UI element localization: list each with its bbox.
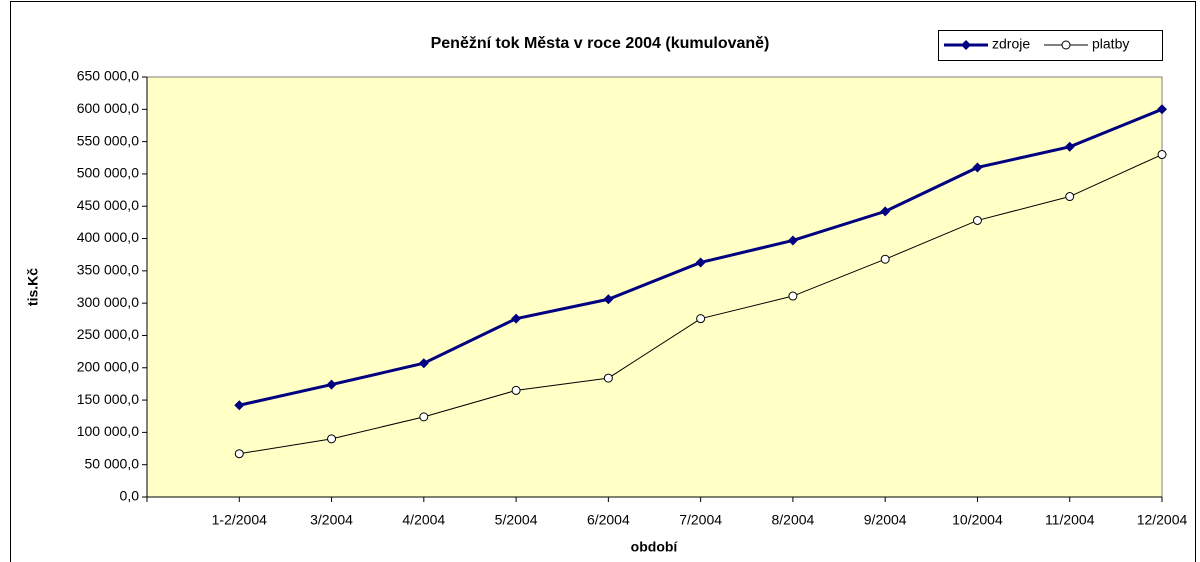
x-tick-label: 11/2004 xyxy=(1045,512,1095,528)
point xyxy=(1064,141,1075,152)
point xyxy=(326,379,337,390)
legend-marker xyxy=(1061,40,1071,50)
point xyxy=(1157,104,1167,115)
point xyxy=(788,291,798,301)
y-tick-label: 550 000,0 xyxy=(77,132,139,148)
y-tick-label: 50 000,0 xyxy=(85,455,140,471)
plot-area xyxy=(146,76,1163,498)
y-tick-label: 500 000,0 xyxy=(77,165,139,181)
x-tick-label: 12/2004 xyxy=(1137,512,1188,528)
point xyxy=(972,215,982,225)
point xyxy=(695,257,706,268)
x-tick-label: 4/2004 xyxy=(402,512,445,528)
point xyxy=(511,313,522,324)
y-tick-label: 100 000,0 xyxy=(77,423,139,439)
y-tick-label: 300 000,0 xyxy=(77,294,139,310)
y-axis-label: tis.Kč xyxy=(25,268,41,306)
y-tick-label: 200 000,0 xyxy=(77,358,139,374)
y-tick-label: 150 000,0 xyxy=(77,391,139,407)
y-tick-label: 450 000,0 xyxy=(77,197,139,213)
point xyxy=(603,373,613,383)
legend-label: zdroje xyxy=(992,36,1030,52)
legend-marker xyxy=(961,40,971,50)
y-tick-label: 0,0 xyxy=(120,488,140,504)
x-tick-label: 9/2004 xyxy=(864,512,907,528)
point xyxy=(511,385,521,395)
x-axis-label: období xyxy=(631,539,679,555)
point xyxy=(880,254,890,264)
x-tick-label: 1-2/2004 xyxy=(212,512,267,528)
point xyxy=(327,434,337,444)
x-tick-label: 5/2004 xyxy=(495,512,538,528)
point xyxy=(234,449,244,459)
x-tick-label: 3/2004 xyxy=(310,512,353,528)
point xyxy=(234,400,245,411)
x-tick-label: 8/2004 xyxy=(771,512,814,528)
x-tick-label: 6/2004 xyxy=(587,512,630,528)
point xyxy=(419,412,429,422)
y-tick-label: 600 000,0 xyxy=(77,100,139,116)
y-tick-label: 650 000,0 xyxy=(77,68,139,84)
point xyxy=(880,206,891,217)
point xyxy=(696,314,706,324)
point xyxy=(972,162,983,173)
y-tick-label: 250 000,0 xyxy=(77,326,139,342)
point xyxy=(1065,192,1075,202)
chart-title: Peněžní tok Města v roce 2004 (kumulovan… xyxy=(431,35,770,52)
point xyxy=(787,235,798,246)
y-tick-label: 350 000,0 xyxy=(77,262,139,278)
point xyxy=(603,294,614,305)
y-tick-label: 400 000,0 xyxy=(77,229,139,245)
legend-label: platby xyxy=(1092,36,1129,52)
x-tick-label: 10/2004 xyxy=(952,512,1003,528)
point xyxy=(418,358,429,369)
point xyxy=(1157,150,1167,160)
x-tick-label: 7/2004 xyxy=(679,512,722,528)
